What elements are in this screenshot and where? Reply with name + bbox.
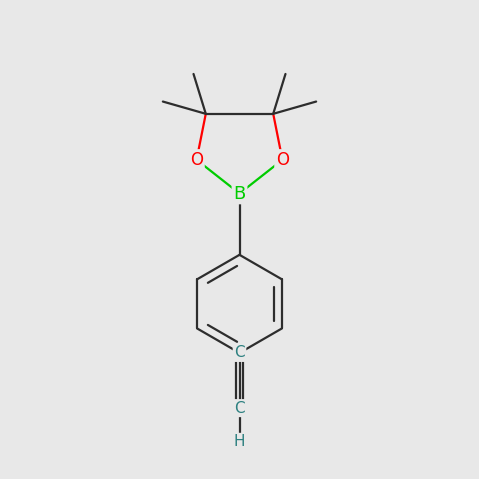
Text: O: O [190, 151, 203, 169]
Text: H: H [234, 434, 245, 449]
Text: B: B [233, 184, 246, 203]
Text: C: C [234, 345, 245, 360]
Text: C: C [234, 400, 245, 416]
Text: O: O [276, 151, 289, 169]
